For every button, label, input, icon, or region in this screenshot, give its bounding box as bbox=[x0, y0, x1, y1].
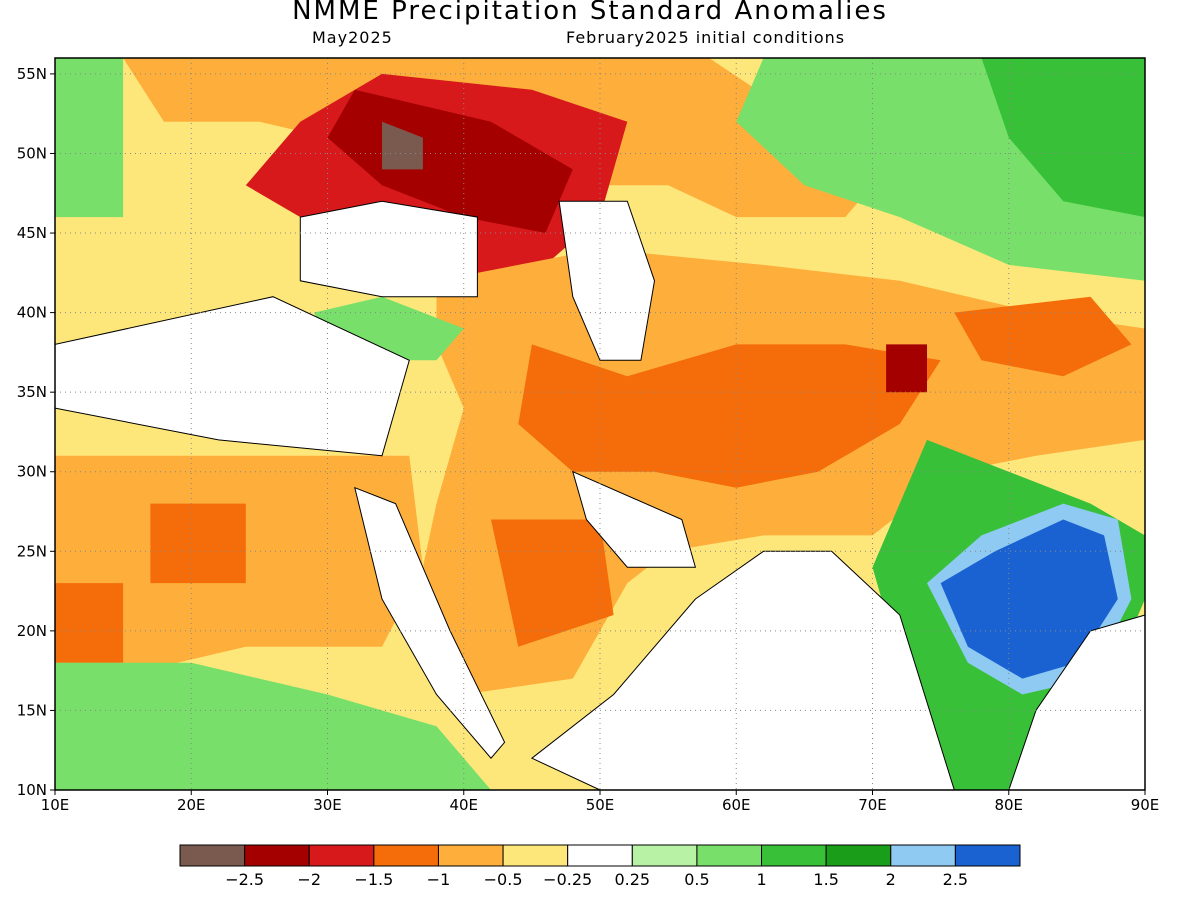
latitude-tick-label: 50N bbox=[17, 144, 47, 162]
colorbar-label: −0.5 bbox=[484, 870, 523, 889]
latitude-tick-label: 10N bbox=[17, 781, 47, 799]
latitude-tick-label: 20N bbox=[17, 622, 47, 640]
latitude-tick-label: 40N bbox=[17, 304, 47, 322]
longitude-tick-label: 90E bbox=[1131, 796, 1160, 814]
colorbar-label: 1.5 bbox=[813, 870, 838, 889]
colorbar-label: 0.25 bbox=[614, 870, 650, 889]
colorbar-label: 1 bbox=[756, 870, 766, 889]
colorbar-swatch bbox=[244, 844, 310, 867]
longitude-tick-label: 70E bbox=[858, 796, 887, 814]
latitude-tick-label: 30N bbox=[17, 463, 47, 481]
latitude-tick-label: 25N bbox=[17, 542, 47, 560]
mediterranean bbox=[55, 296, 410, 457]
colorbar-swatch bbox=[696, 844, 763, 867]
colorbar-swatch bbox=[631, 844, 698, 867]
bay-of-bengal bbox=[1008, 614, 1145, 790]
colorbar-label: −2.5 bbox=[225, 870, 264, 889]
longitude-tick-label: 50E bbox=[586, 796, 615, 814]
initial-conditions: February2025 initial conditions bbox=[566, 28, 846, 47]
plot-area bbox=[55, 58, 1145, 790]
colorbar-swatch bbox=[567, 844, 633, 867]
colorbar-labels: −2.5 −2 −1.5 −1 −0.5 −0.25 0.25 0.5 1 1.5 2 2.5 bbox=[225, 870, 968, 889]
latitude-ticks: 10N 15N 20N 25N 30N 35N 40N 45N 50N 55N bbox=[17, 65, 55, 799]
longitude-tick-label: 30E bbox=[313, 796, 342, 814]
europe-wet-region bbox=[55, 58, 124, 218]
pamir-severe-region bbox=[886, 344, 927, 393]
colorbar-swatch bbox=[437, 844, 504, 867]
colorbar bbox=[179, 844, 1021, 867]
map-title: NMME Precipitation Standard Anomalies bbox=[292, 0, 888, 26]
longitude-ticks: 10E 20E 30E 40E 50E 60E 70E 80E 90E bbox=[41, 790, 1160, 814]
colorbar-swatch bbox=[825, 844, 892, 867]
longitude-tick-label: 60E bbox=[722, 796, 751, 814]
arabia-moderate-region bbox=[491, 519, 614, 647]
caspian-sea bbox=[558, 200, 656, 361]
india-blue-region bbox=[940, 519, 1118, 679]
latitude-tick-label: 55N bbox=[17, 65, 47, 83]
sahel-wet-region bbox=[55, 662, 491, 790]
colorbar-swatch bbox=[308, 844, 375, 867]
colorbar-swatch bbox=[890, 844, 956, 867]
colorbar-swatch bbox=[954, 844, 1021, 867]
colorbar-label: 0.5 bbox=[684, 870, 709, 889]
longitude-tick-label: 10E bbox=[41, 796, 70, 814]
tibet-moderate-region bbox=[954, 296, 1132, 377]
lat-lon-grid bbox=[55, 58, 1145, 790]
colorbar-swatch bbox=[179, 844, 246, 867]
water-bodies bbox=[55, 200, 1145, 790]
colorbar-label: −1.5 bbox=[354, 870, 393, 889]
extreme-dry-region bbox=[382, 121, 423, 170]
chad-moderate-region bbox=[55, 583, 124, 663]
arabian-sea bbox=[530, 550, 955, 790]
colorbar-label: −1 bbox=[427, 870, 451, 889]
colorbar-label: 2 bbox=[886, 870, 896, 889]
iran-afghan-moderate-region bbox=[518, 344, 941, 488]
black-sea bbox=[299, 200, 478, 298]
anomaly-regions bbox=[55, 58, 1145, 790]
longitude-tick-label: 80E bbox=[994, 796, 1023, 814]
persian-gulf bbox=[572, 470, 697, 568]
colorbar-label: 2.5 bbox=[943, 870, 968, 889]
longitude-tick-label: 20E bbox=[177, 796, 206, 814]
latitude-tick-label: 35N bbox=[17, 383, 47, 401]
latitude-tick-label: 45N bbox=[17, 224, 47, 242]
latitude-tick-label: 15N bbox=[17, 701, 47, 719]
red-sea bbox=[354, 486, 506, 759]
forecast-month: May2025 bbox=[312, 28, 393, 47]
colorbar-swatch bbox=[373, 844, 439, 867]
colorbar-label: −0.25 bbox=[543, 870, 592, 889]
mongolia-wet-region bbox=[981, 58, 1145, 218]
colorbar-label: −2 bbox=[297, 870, 321, 889]
colorbar-swatch bbox=[502, 844, 569, 867]
longitude-tick-label: 40E bbox=[449, 796, 478, 814]
libya-moderate-region bbox=[150, 503, 246, 584]
colorbar-swatch bbox=[761, 844, 827, 867]
